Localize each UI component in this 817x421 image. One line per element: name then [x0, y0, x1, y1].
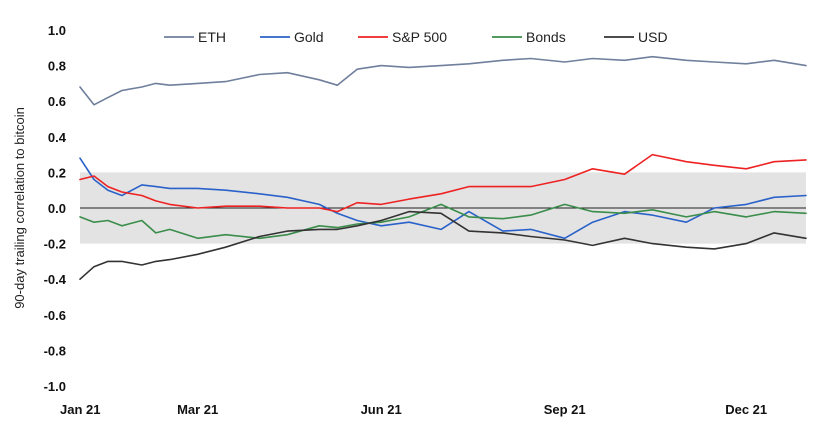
- y-tick-label: 0.4: [48, 130, 67, 145]
- y-tick-label: -0.2: [44, 237, 66, 252]
- y-tick-label: 0.8: [48, 59, 66, 74]
- legend-label: Bonds: [526, 29, 566, 45]
- series-line-bonds: [79, 203, 807, 240]
- y-axis-ticks: 1.0 0.8 0.6 0.4 0.2 0.0 -0.2 -0.4 -0.6 -0.8 -1.0: [44, 23, 67, 394]
- legend-item: ETH: [164, 29, 226, 45]
- y-tick-label: -0.4: [44, 272, 67, 287]
- legend-item: S&P 500: [358, 29, 447, 45]
- series-lines: [79, 55, 807, 281]
- x-tick-label: Jan 21: [60, 402, 100, 417]
- y-tick-label: -0.6: [44, 308, 66, 323]
- x-tick-label: Dec 21: [725, 402, 767, 417]
- x-axis-ticks: Jan 21 Mar 21 Jun 21 Sep 21 Dec 21: [60, 402, 767, 417]
- x-tick-label: Jun 21: [361, 402, 402, 417]
- series-line-gold: [79, 157, 807, 240]
- legend: ETH Gold S&P 500 Bonds USD: [164, 29, 668, 45]
- legend-item: USD: [604, 29, 668, 45]
- y-tick-label: 0.2: [48, 165, 66, 180]
- legend-item: Bonds: [492, 29, 566, 45]
- legend-label: USD: [638, 29, 668, 45]
- series-line-s-p-500: [79, 153, 807, 213]
- y-tick-label: 0.0: [48, 201, 66, 216]
- legend-item: Gold: [260, 29, 324, 45]
- y-axis-label: 90-day trailing correlation to bitcoin: [12, 107, 27, 309]
- y-tick-label: 0.6: [48, 94, 66, 109]
- y-tick-label: -1.0: [44, 379, 66, 394]
- series-line-eth: [79, 55, 807, 106]
- legend-label: Gold: [294, 29, 324, 45]
- series-line-usd: [79, 210, 807, 281]
- x-tick-label: Mar 21: [177, 402, 218, 417]
- y-tick-label: 1.0: [48, 23, 66, 38]
- legend-label: S&P 500: [392, 29, 447, 45]
- x-tick-label: Sep 21: [544, 402, 586, 417]
- legend-label: ETH: [198, 29, 226, 45]
- y-tick-label: -0.8: [44, 343, 66, 358]
